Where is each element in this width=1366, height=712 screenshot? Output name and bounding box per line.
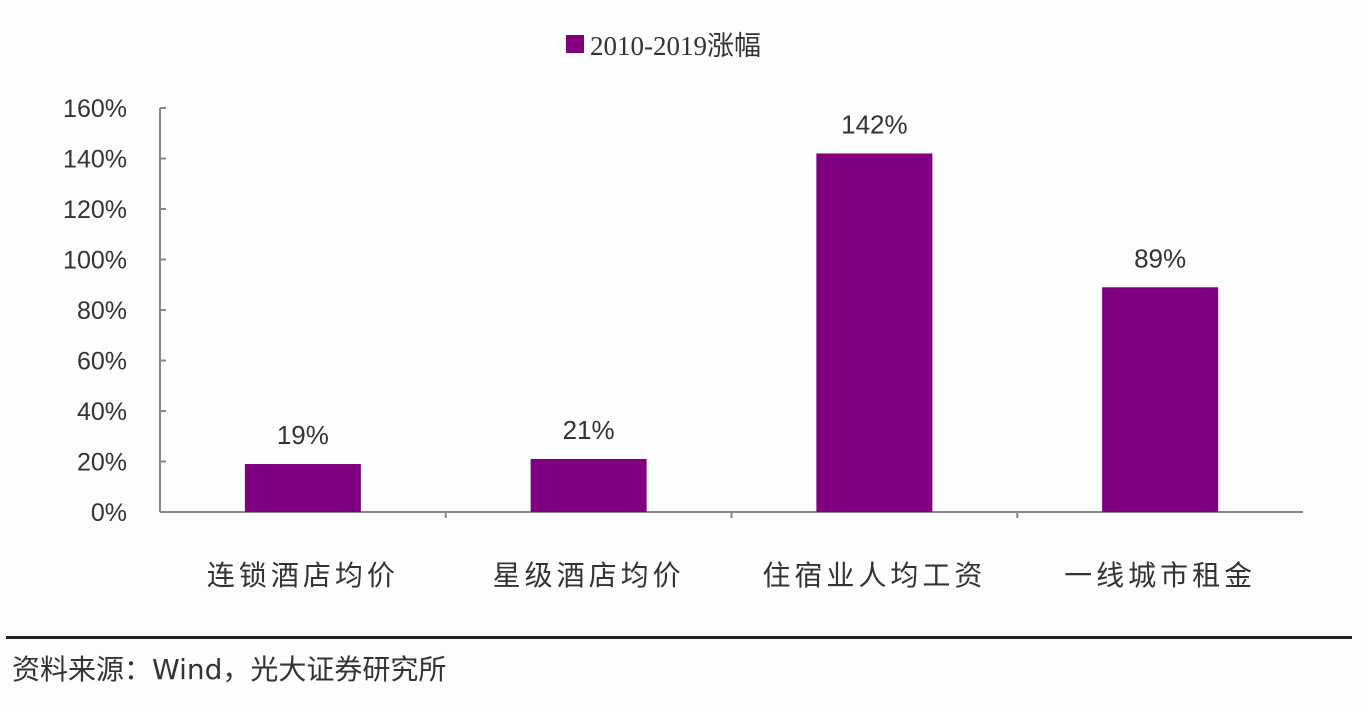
data-label: 21%: [563, 415, 615, 445]
y-tick-label: 120%: [63, 196, 127, 224]
y-tick-label: 0%: [91, 499, 127, 527]
x-tick-label: 一线城市租金: [1064, 559, 1256, 592]
y-tick-label: 20%: [77, 449, 127, 477]
bar: [244, 464, 361, 512]
legend-label: 2010-2019涨幅: [590, 31, 761, 61]
x-tick-label: 连锁酒店均价: [207, 559, 399, 592]
y-tick-label: 140%: [63, 146, 127, 174]
legend-swatch: [566, 34, 584, 53]
y-tick-label: 80%: [77, 297, 127, 325]
legend: 2010-2019涨幅: [566, 24, 761, 63]
y-tick-label: 160%: [63, 95, 127, 123]
x-tick-label: 星级酒店均价: [493, 559, 685, 592]
bar: [1102, 287, 1219, 512]
y-tick-label: 40%: [77, 398, 127, 426]
y-tick-label: 100%: [63, 247, 127, 275]
bar: [816, 153, 933, 512]
data-label: 142%: [841, 109, 908, 139]
y-tick-label: 60%: [77, 348, 127, 376]
divider: [6, 636, 1352, 639]
data-label: 19%: [277, 420, 329, 450]
bar: [530, 458, 647, 512]
x-tick-label: 住宿业人均工资: [762, 559, 986, 592]
data-label: 89%: [1134, 243, 1186, 273]
source-note: 资料来源：Wind，光大证券研究所: [12, 653, 447, 686]
